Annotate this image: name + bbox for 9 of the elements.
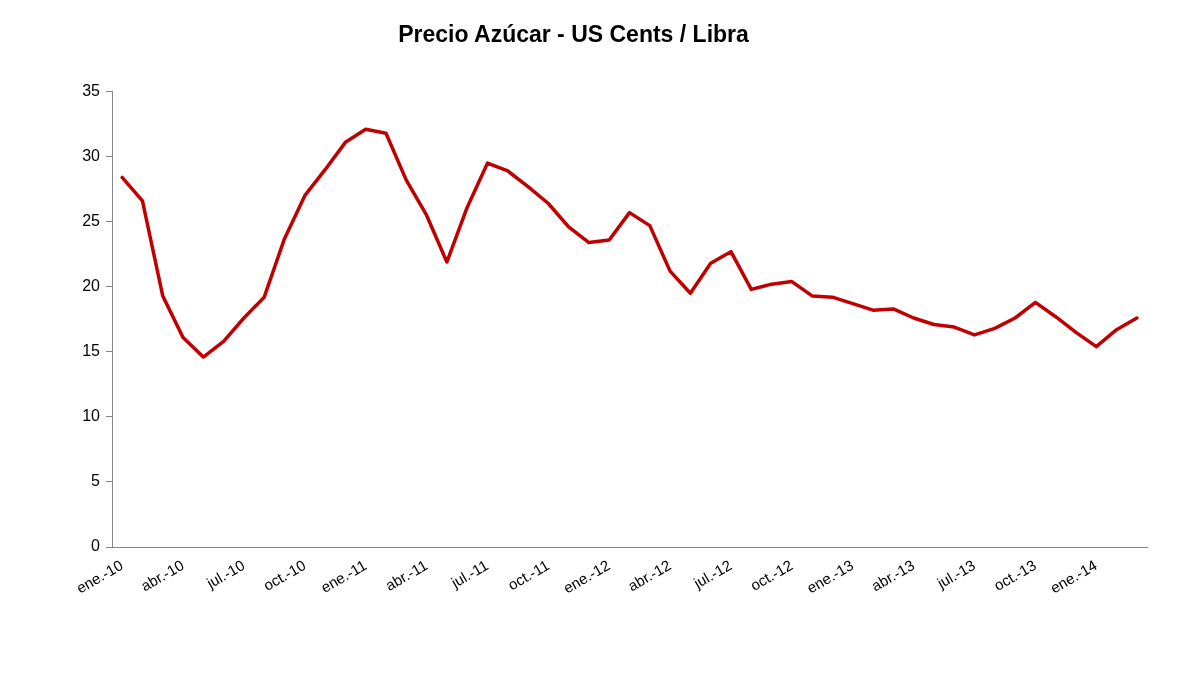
- y-tick-label: 35: [82, 82, 101, 100]
- y-tick-label: 25: [82, 212, 101, 230]
- y-tick-label: 20: [82, 277, 101, 295]
- y-tick-label: 15: [82, 342, 101, 360]
- y-tick-label: 30: [82, 147, 101, 165]
- y-tick-label: 0: [91, 537, 101, 555]
- y-tick-label: 5: [91, 472, 101, 490]
- y-tick-label: 10: [82, 407, 101, 425]
- chart-title: Precio Azúcar - US Cents / Libra: [398, 21, 750, 48]
